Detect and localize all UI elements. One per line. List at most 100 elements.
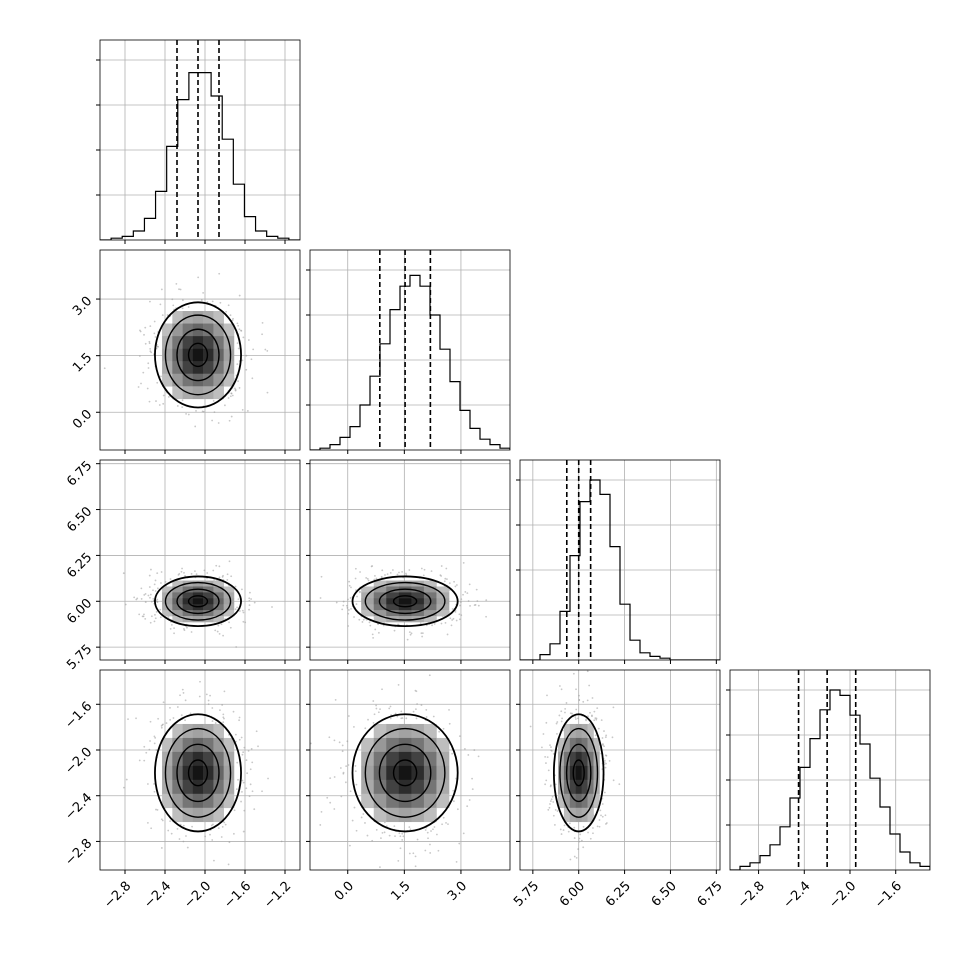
sample-point	[140, 382, 142, 385]
sample-point	[414, 865, 417, 868]
sample-point	[187, 306, 190, 308]
sample-point	[138, 759, 141, 762]
sample-point	[144, 593, 147, 595]
density-cell	[172, 793, 183, 809]
sample-point	[408, 569, 411, 571]
sample-point	[353, 806, 356, 809]
sample-point	[485, 615, 487, 618]
density-cell	[162, 793, 173, 809]
sample-point	[153, 783, 155, 785]
density-cell	[223, 598, 235, 605]
sample-point	[154, 613, 156, 616]
sample-point	[253, 601, 256, 604]
sample-point	[541, 746, 543, 749]
sample-point	[349, 597, 352, 599]
sample-point	[242, 336, 245, 339]
sample-point	[381, 569, 384, 572]
sample-point	[381, 831, 384, 834]
sample-point	[603, 791, 606, 794]
sample-point	[149, 325, 152, 327]
density-cell	[162, 348, 173, 362]
sample-point	[205, 693, 208, 696]
sample-point	[353, 616, 355, 618]
sample-point	[466, 805, 469, 808]
sample-point	[135, 717, 137, 720]
sample-point	[466, 592, 469, 595]
density-cell	[593, 793, 600, 809]
sample-point	[242, 830, 245, 833]
sample-point	[211, 707, 214, 709]
sample-point	[213, 578, 216, 581]
density-cell	[398, 807, 412, 823]
sample-point	[574, 716, 577, 718]
sample-point	[223, 821, 226, 824]
sample-point	[349, 790, 352, 793]
panel-3-0	[96, 669, 301, 874]
sample-point	[612, 706, 615, 709]
sample-point	[250, 747, 253, 750]
sample-point	[227, 863, 230, 866]
sample-point	[389, 717, 392, 720]
y-tick-label: −2.4	[62, 790, 95, 823]
contour-line	[187, 759, 209, 787]
sample-point	[362, 813, 365, 815]
density-cell	[192, 580, 204, 587]
density-cell	[172, 336, 183, 349]
sample-point	[388, 834, 391, 837]
sample-point	[160, 288, 163, 291]
sample-point	[235, 646, 238, 648]
sample-point	[241, 359, 244, 362]
density-cell	[213, 361, 224, 375]
density-cell	[386, 779, 400, 795]
density-cell	[373, 765, 387, 781]
sample-point	[589, 711, 591, 714]
sample-point	[596, 707, 599, 709]
sample-point	[440, 622, 443, 625]
density-cell	[386, 610, 400, 617]
sample-point	[448, 722, 451, 725]
sample-point	[214, 722, 217, 724]
sample-point	[468, 583, 471, 586]
sample-point	[420, 632, 423, 635]
sample-point	[209, 694, 211, 697]
sample-point	[178, 288, 180, 291]
density-cell	[423, 807, 437, 823]
sample-point	[410, 632, 413, 635]
x-tick-label: −2.0	[826, 879, 859, 912]
sample-point	[148, 400, 151, 403]
sample-point	[542, 733, 545, 735]
sample-point	[412, 710, 415, 713]
sample-point	[408, 826, 411, 828]
sample-point	[556, 732, 558, 735]
sample-point	[240, 736, 243, 739]
sample-point	[160, 847, 163, 849]
sample-point	[432, 828, 434, 831]
sample-point	[217, 624, 220, 627]
sample-point	[344, 781, 347, 784]
x-tick-label: −1.2	[261, 879, 294, 912]
sample-point	[176, 827, 179, 830]
sample-point	[152, 589, 154, 592]
sample-point	[341, 608, 344, 611]
sample-point	[156, 572, 159, 575]
sample-point	[147, 594, 150, 597]
sample-point	[338, 741, 341, 744]
density-cell	[557, 765, 565, 781]
sample-point	[165, 722, 168, 724]
sample-point	[399, 847, 402, 850]
sample-point	[397, 623, 399, 626]
density-cell	[436, 737, 450, 753]
sample-point	[341, 750, 344, 753]
sample-point	[601, 815, 604, 818]
sample-point	[426, 831, 429, 834]
sample-point	[142, 615, 145, 618]
sample-point	[582, 846, 585, 849]
sample-point	[241, 408, 244, 411]
histogram-line	[310, 274, 510, 450]
sample-point	[253, 808, 256, 811]
sample-point	[462, 832, 465, 835]
sample-point	[567, 830, 570, 833]
sample-point	[248, 599, 251, 602]
sample-point	[264, 348, 267, 351]
density-cell	[203, 765, 214, 781]
